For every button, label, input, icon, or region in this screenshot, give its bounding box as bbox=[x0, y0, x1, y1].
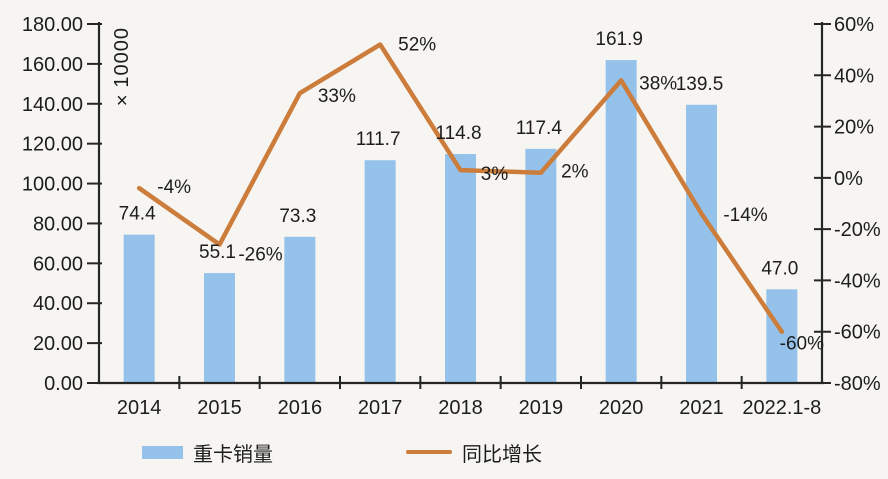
bar-2020 bbox=[605, 60, 637, 383]
bar-value-label: 47.0 bbox=[761, 258, 798, 279]
bar-2022.1-8 bbox=[766, 289, 798, 383]
x-axis-category-label: 2021 bbox=[679, 397, 724, 419]
bar-2021 bbox=[686, 104, 717, 384]
x-axis-category-label: 2016 bbox=[278, 397, 323, 419]
bar-2019 bbox=[525, 148, 557, 383]
bar-value-label: 161.9 bbox=[595, 29, 643, 50]
line-series-swatch bbox=[406, 450, 452, 454]
left-axis-unit-label: ×10000 bbox=[111, 27, 133, 111]
bar-2015 bbox=[204, 273, 235, 383]
x-axis-category-label: 2022.1-8 bbox=[742, 397, 821, 419]
x-axis-category-label: 2015 bbox=[197, 397, 242, 419]
growth-line bbox=[136, 42, 785, 334]
left-axis-tick-label: 160.00 bbox=[22, 54, 83, 76]
line-value-label: 2% bbox=[561, 162, 589, 183]
left-axis-tick-label: 20.00 bbox=[33, 333, 83, 355]
right-axis-tick-label: -40% bbox=[834, 270, 881, 292]
right-axis-tick-label: -60% bbox=[834, 322, 881, 344]
right-axis-tick-label: 40% bbox=[834, 65, 874, 87]
right-axis-tick-label: 60% bbox=[834, 14, 874, 36]
axes: 180.00 160.00 140.00 120.00 100.00 80.00 60.00… bbox=[22, 14, 881, 419]
left-axis-tick-label: 40.00 bbox=[33, 293, 83, 315]
left-axis-tick-label: 0.00 bbox=[44, 373, 83, 395]
x-axis-category-label: 2020 bbox=[599, 397, 644, 419]
bar-value-label: 114.8 bbox=[435, 123, 481, 144]
line-value-label: 3% bbox=[481, 164, 509, 185]
bar-2017 bbox=[364, 160, 396, 383]
x-axis-category-label: 2017 bbox=[358, 397, 403, 419]
bar-2014 bbox=[123, 234, 155, 383]
left-axis-tick-label: 120.00 bbox=[22, 134, 83, 156]
line-value-label: 52% bbox=[398, 35, 436, 56]
bar-value-label: 117.4 bbox=[516, 118, 563, 139]
legend-item-bar-series: 重卡销量 bbox=[142, 439, 273, 466]
right-axis-tick-label: -80% bbox=[834, 373, 881, 395]
line-value-label: -26% bbox=[238, 245, 282, 266]
right-axis-tick-label: 0% bbox=[834, 168, 863, 190]
line-value-label: -14% bbox=[723, 205, 767, 226]
x-axis-category-label: 2018 bbox=[438, 397, 483, 419]
x-axis-category-label: 2019 bbox=[519, 397, 564, 419]
x-axis-category-label: 2014 bbox=[117, 397, 162, 419]
line-value-label: 38% bbox=[639, 73, 677, 94]
bar-value-label: 74.4 bbox=[119, 204, 156, 225]
left-axis-tick-label: 100.00 bbox=[22, 174, 83, 196]
right-axis-tick-label: 20% bbox=[834, 117, 874, 139]
legend-item-line-series: 同比增长 bbox=[406, 439, 542, 466]
right-axis-tick-label: -20% bbox=[834, 219, 881, 241]
bar-value-label: 111.7 bbox=[356, 129, 401, 150]
bar-value-label: 73.3 bbox=[279, 206, 316, 227]
line-series bbox=[136, 42, 785, 334]
line-value-label: 33% bbox=[318, 86, 356, 107]
left-axis-tick-label: 140.00 bbox=[22, 94, 83, 116]
legend-label-line-series: 同比增长 bbox=[462, 443, 542, 466]
legend-label-bar-series: 重卡销量 bbox=[193, 443, 273, 466]
bar-value-label: 139.5 bbox=[676, 74, 724, 95]
bar-series bbox=[123, 60, 798, 384]
legend: 重卡销量 同比增长 bbox=[0, 439, 888, 466]
left-axis-tick-label: 180.00 bbox=[22, 14, 83, 36]
bar-value-label: 55.1 bbox=[199, 242, 236, 263]
bar-2016 bbox=[284, 236, 316, 383]
bar-series-swatch bbox=[142, 445, 183, 459]
left-axis-tick-label: 80.00 bbox=[33, 213, 83, 235]
line-value-label: -4% bbox=[157, 177, 191, 198]
left-axis-tick-label: 60.00 bbox=[33, 253, 83, 275]
bar-2018 bbox=[445, 154, 476, 383]
value-labels: 74.4 55.1 73.3 111.7 114.8 117.4 161.9 139.5 47.… bbox=[119, 29, 824, 355]
line-value-label: -60% bbox=[780, 334, 824, 355]
